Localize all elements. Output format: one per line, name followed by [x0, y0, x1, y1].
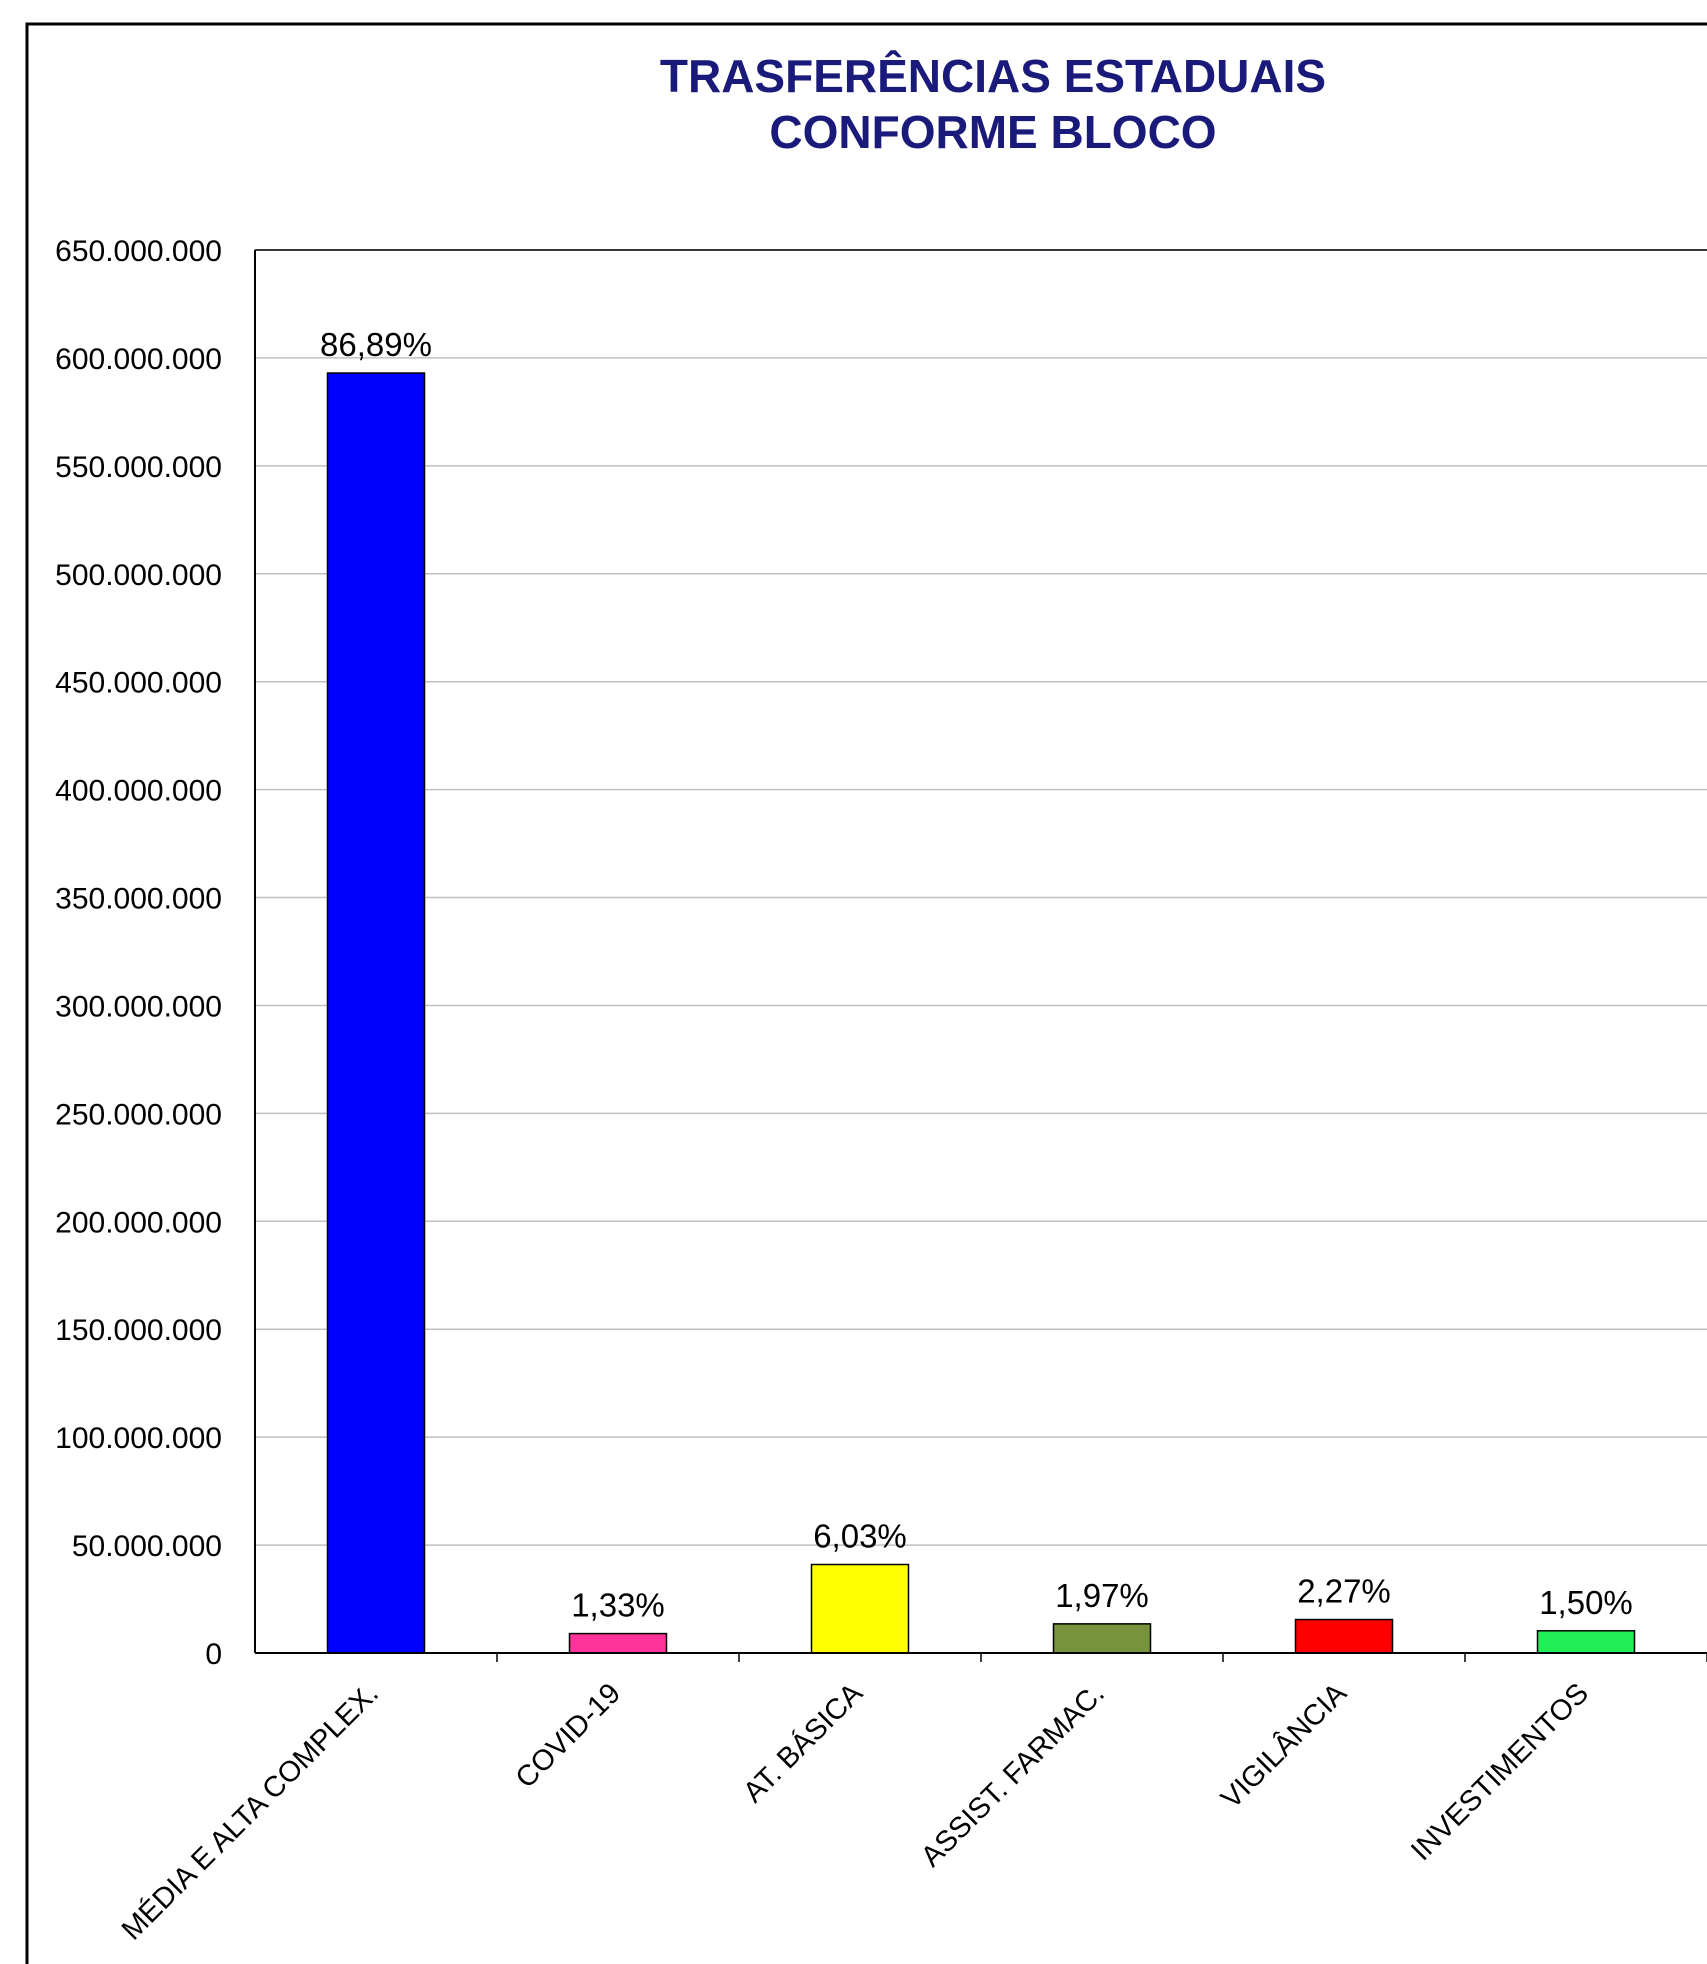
bar-4 [1052, 1623, 1152, 1654]
data-label: 1,50% [1539, 1584, 1633, 1621]
bar-5 [1294, 1618, 1394, 1654]
bar-2 [568, 1632, 668, 1654]
chart-title-line-1: TRASFERÊNCIAS ESTADUAIS [660, 50, 1326, 102]
chart-title-line-2: CONFORME BLOCO [769, 106, 1216, 158]
data-label: 1,33% [571, 1587, 665, 1624]
bar-3 [810, 1563, 910, 1654]
bars [326, 372, 1636, 1654]
data-label: 1,97% [1055, 1577, 1149, 1614]
y-tick-label: 0 [205, 1638, 222, 1671]
y-tick-label: 500.000.000 [55, 559, 222, 592]
data-label: 86,89% [320, 326, 432, 363]
y-tick-label: 100.000.000 [55, 1422, 222, 1455]
y-tick-label: 200.000.000 [55, 1206, 222, 1239]
y-tick-label: 50.000.000 [72, 1530, 222, 1563]
y-tick-label: 150.000.000 [55, 1314, 222, 1347]
y-tick-label: 550.000.000 [55, 451, 222, 484]
y-tick-label: 300.000.000 [55, 990, 222, 1023]
y-tick-label: 650.000.000 [55, 235, 222, 268]
data-labels: 86,89% 1,33% 6,03% 1,97% 2,27% 1,50% [320, 326, 1633, 1624]
bar-6 [1536, 1630, 1636, 1654]
y-tick-label: 450.000.000 [55, 667, 222, 700]
axes [254, 249, 1707, 1662]
chart-border [25, 22, 1707, 1964]
y-axis-tick-labels: 0 50.000.000 100.000.000 150.000.000 200.000… [55, 235, 222, 1671]
y-tick-label: 250.000.000 [55, 1098, 222, 1131]
y-tick-label: 600.000.000 [55, 343, 222, 376]
bar-1 [326, 372, 426, 1654]
data-label: 2,27% [1297, 1573, 1391, 1610]
y-tick-label: 350.000.000 [55, 883, 222, 916]
y-tick-label: 400.000.000 [55, 775, 222, 808]
data-label: 6,03% [813, 1518, 907, 1555]
